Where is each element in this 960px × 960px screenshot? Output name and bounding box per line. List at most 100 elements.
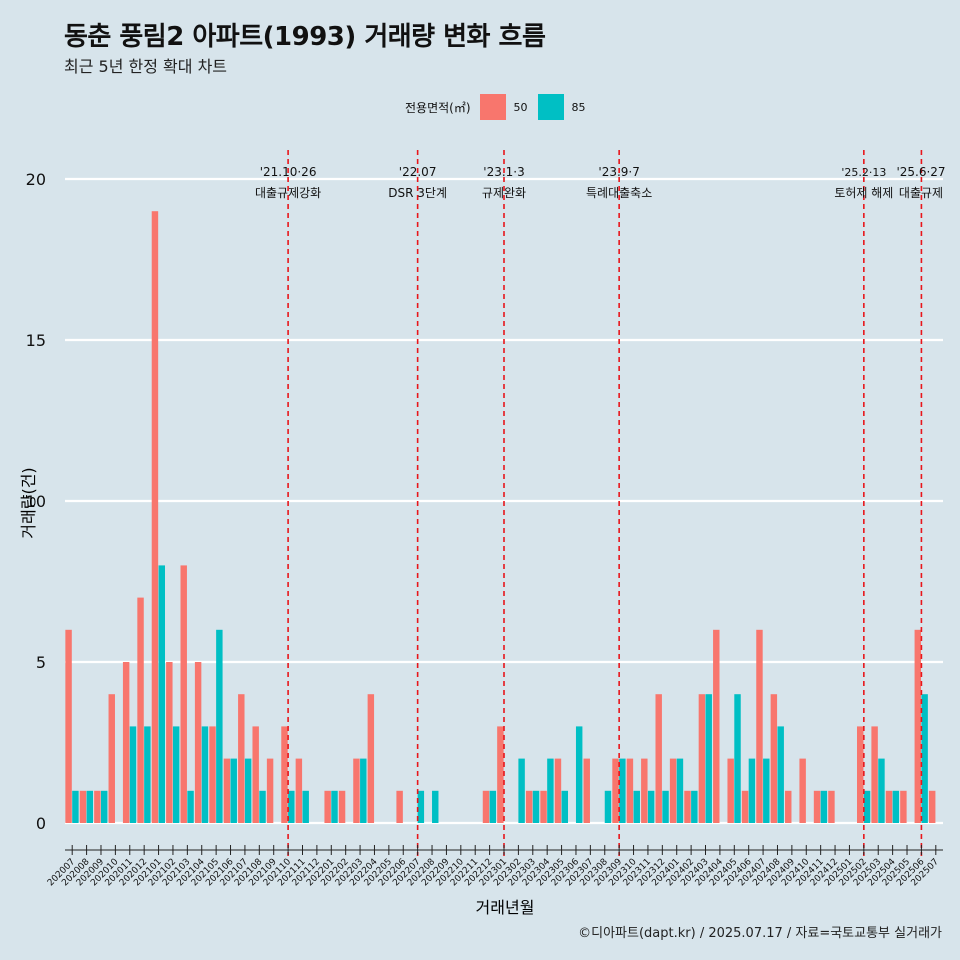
bar-50-202010	[108, 694, 115, 823]
bar-50-202307	[583, 758, 590, 823]
bar-85-202310	[633, 790, 640, 823]
bar-50-202109	[266, 758, 274, 823]
bar-50-202105	[209, 726, 216, 823]
bar-85-202302	[518, 758, 525, 823]
bar-50-202506	[914, 629, 922, 823]
bar-85-202108	[259, 790, 266, 823]
legend: 전용면적(㎡) 50 85	[405, 93, 596, 121]
chart-subtitle: 최근 5년 한정 확대 차트	[64, 57, 228, 76]
bar-85-202103	[187, 790, 194, 823]
event-date: '25.6·27	[896, 165, 945, 179]
event-date: '22.07	[399, 165, 437, 179]
y-tick-labels: 0 5 10 15 20	[26, 170, 46, 833]
bar-85-202203	[360, 758, 367, 823]
event-label: 토허제 해제	[834, 186, 893, 200]
bar-85-202401	[676, 758, 684, 823]
bar-50-202104	[194, 662, 202, 823]
bar-85-202402	[691, 790, 698, 823]
bar-50-202304	[540, 790, 547, 823]
bar-85-202503	[878, 758, 885, 823]
event-date: '25.2·13	[841, 166, 886, 179]
y-tick-label: 20	[26, 170, 46, 189]
bar-50-202009	[94, 790, 101, 823]
bar-50-202309	[612, 758, 619, 823]
bar-85-202106	[230, 758, 237, 823]
event-label: DSR 3단계	[388, 186, 447, 200]
bar-50-202502	[857, 726, 864, 823]
bar-50-202011	[122, 662, 130, 823]
event-date: '23.1·3	[483, 165, 524, 179]
bar-85-202407	[763, 758, 770, 823]
bar-85-202207	[417, 790, 425, 823]
bar-50-202409	[785, 790, 792, 823]
bar-50-202401	[669, 758, 677, 823]
bar-50-202410	[799, 758, 806, 823]
event-lines: '21.10·26 대출규제강화 '22.07 DSR 3단계 '23.1·3 규제완화 '…	[255, 150, 946, 856]
bar-50-202204	[367, 694, 375, 823]
bar-50-202503	[871, 726, 878, 823]
bar-85-202504	[892, 790, 900, 823]
event-date: '21.10·26	[260, 165, 317, 179]
bar-85-202008	[86, 790, 94, 823]
x-tick-labels: 2020072020082020092020102020112020122021…	[46, 845, 943, 888]
x-axis-label: 거래년월	[476, 898, 535, 917]
bar-50-202303	[525, 790, 533, 823]
y-tick-label: 10	[26, 492, 46, 511]
bar-50-202102	[166, 662, 173, 823]
legend-swatch-85	[537, 94, 564, 120]
bar-85-202111	[302, 790, 309, 823]
bar-85-202007	[72, 790, 79, 823]
event-label: 특례대출축소	[586, 186, 652, 200]
legend-label-85: 85	[571, 100, 586, 114]
bar-50-202411	[813, 790, 821, 823]
event-label: 대출규제강화	[255, 186, 321, 200]
bar-85-202303	[532, 790, 540, 823]
bar-85-202406	[748, 758, 756, 823]
bar-85-202208	[432, 790, 439, 823]
bar-50-202310	[626, 758, 634, 823]
bar-85-202411	[820, 790, 828, 823]
bar-50-202504	[885, 790, 893, 823]
bar-50-202408	[770, 694, 778, 823]
y-axis-label: 거래량(건)	[19, 467, 38, 538]
bar-85-202312	[662, 790, 669, 823]
bar-85-202107	[244, 758, 252, 823]
bar-85-202110	[288, 790, 295, 823]
y-tick-label: 15	[26, 331, 46, 350]
bar-85-202311	[647, 790, 655, 823]
bar-50-202301	[497, 726, 504, 823]
chart-title: 동춘 풍림2 아파트(1993) 거래량 변화 흐름	[64, 22, 546, 52]
bar-50-202202	[338, 790, 346, 823]
bar-50-202402	[684, 790, 691, 823]
bar-50-202101	[151, 211, 159, 823]
bar-85-202308	[604, 790, 612, 823]
bar-85-202101	[158, 565, 165, 823]
bar-85-202012	[144, 726, 151, 823]
bar-50-202311	[641, 758, 648, 823]
bar-85-202011	[129, 726, 137, 823]
chart-caption: ©디아파트(dapt.kr) / 2025.07.17 / 자료=국토교통부 실…	[578, 926, 942, 941]
bar-50-202108	[252, 726, 259, 823]
event-label: 규제완화	[482, 186, 526, 200]
bar-50-202012	[137, 597, 144, 823]
bar-85-202009	[100, 790, 108, 823]
legend-label-50: 50	[513, 100, 528, 114]
bar-50-202110	[281, 726, 288, 823]
bar-50-202404	[713, 629, 720, 823]
bar-50-202111	[295, 758, 303, 823]
bar-85-202502	[863, 790, 871, 823]
bar-50-202505	[900, 790, 907, 823]
bar-85-202102	[172, 726, 180, 823]
bar-50-202206	[396, 790, 403, 823]
bars	[65, 211, 936, 823]
bar-85-202305	[561, 790, 569, 823]
bar-85-202309	[619, 758, 626, 823]
bar-50-202507	[928, 790, 936, 823]
bar-50-202312	[655, 694, 662, 823]
bar-50-202403	[698, 694, 706, 823]
bar-85-202304	[547, 758, 554, 823]
event-label: 대출규제	[899, 186, 943, 200]
legend-title: 전용면적(㎡)	[405, 100, 471, 115]
bar-50-202412	[828, 790, 835, 823]
